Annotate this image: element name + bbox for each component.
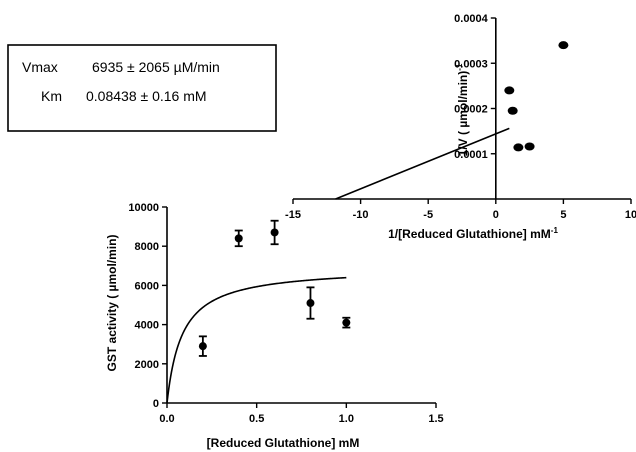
main-y-tick-label: 4000 (135, 320, 159, 332)
inset-fit-line (335, 127, 510, 200)
inset-x-tick-label: 0 (493, 209, 499, 221)
main-ticks: 0.0 0.5 1.0 1.5 0 2000 4000 6000 8000 10000 (128, 202, 443, 425)
inset-x-tick-label: -5 (423, 209, 433, 221)
inset-y-tick-label: 0.0001 (454, 149, 488, 161)
inset-x-tick-label: 10 (625, 209, 636, 221)
main-y-tick-label: 6000 (135, 280, 159, 292)
inset-y-tick-label: 0.0002 (454, 104, 488, 116)
main-y-tick-label: 8000 (135, 241, 159, 253)
main-y-axis-label: GST activity ( µmol/min) (105, 235, 119, 372)
km-label: Km (41, 88, 62, 104)
inset-data-point (507, 106, 518, 115)
stats-box: Vmax 6935 ± 2065 µM/min Km 0.08438 ± 0.1… (7, 44, 277, 132)
inset-y-tick-label: 0.0003 (454, 58, 488, 70)
main-x-tick-label: 0.5 (249, 413, 264, 425)
inset-y-axis-label-sup: -1 (455, 63, 464, 71)
stats-box-frame (7, 44, 277, 132)
inset-x-axis-label-sup: -1 (551, 226, 559, 235)
michaelis-menten-chart: 0.0 0.5 1.0 1.5 0 2000 4000 6000 8000 10000 [Redu… (105, 202, 444, 450)
main-x-axis-label: [Reduced Glutathione] mM (207, 436, 360, 450)
inset-x-tick-label: -15 (285, 209, 301, 221)
inset-points (504, 41, 569, 152)
inset-y-axis-label-text: 1/V ( µmol/min) (456, 71, 470, 157)
inset-data-point (558, 41, 569, 50)
inset-y-axis-label: 1/V ( µmol/min)-1 (455, 63, 470, 156)
main-x-tick-label: 1.0 (339, 413, 354, 425)
main-y-tick-label: 0 (153, 398, 159, 410)
main-x-tick-label: 0.0 (159, 413, 174, 425)
vmax-value: 6935 ± 2065 µM/min (92, 59, 220, 75)
main-y-tick-label: 2000 (135, 359, 159, 371)
main-data-point (270, 228, 279, 237)
main-y-tick-label: 10000 (128, 202, 159, 214)
inset-data-point (524, 142, 535, 151)
main-x-tick-label: 1.5 (428, 413, 443, 425)
main-points (198, 219, 351, 357)
inset-ticks: -15 -10 -5 0 5 10 0.0001 0.0002 0.0003 0.0004 (285, 13, 636, 221)
inset-data-point (504, 86, 515, 95)
main-data-point (342, 318, 351, 327)
main-data-point (198, 342, 207, 351)
lineweaver-burk-chart: -15 -10 -5 0 5 10 0.0001 0.0002 0.0003 0.0004 1/[… (285, 13, 636, 241)
inset-data-point (513, 143, 524, 152)
main-data-point (306, 299, 315, 308)
inset-x-axis-label-text: 1/[Reduced Glutathione] mM (388, 227, 551, 241)
inset-x-tick-label: 5 (560, 209, 566, 221)
inset-x-tick-label: -10 (353, 209, 369, 221)
km-value: 0.08438 ± 0.16 mM (86, 88, 207, 104)
main-data-point (234, 234, 243, 243)
vmax-label: Vmax (22, 59, 58, 75)
inset-y-tick-label: 0.0004 (454, 13, 489, 25)
main-fit-curve (166, 276, 347, 404)
inset-x-axis-label: 1/[Reduced Glutathione] mM-1 (388, 226, 558, 241)
